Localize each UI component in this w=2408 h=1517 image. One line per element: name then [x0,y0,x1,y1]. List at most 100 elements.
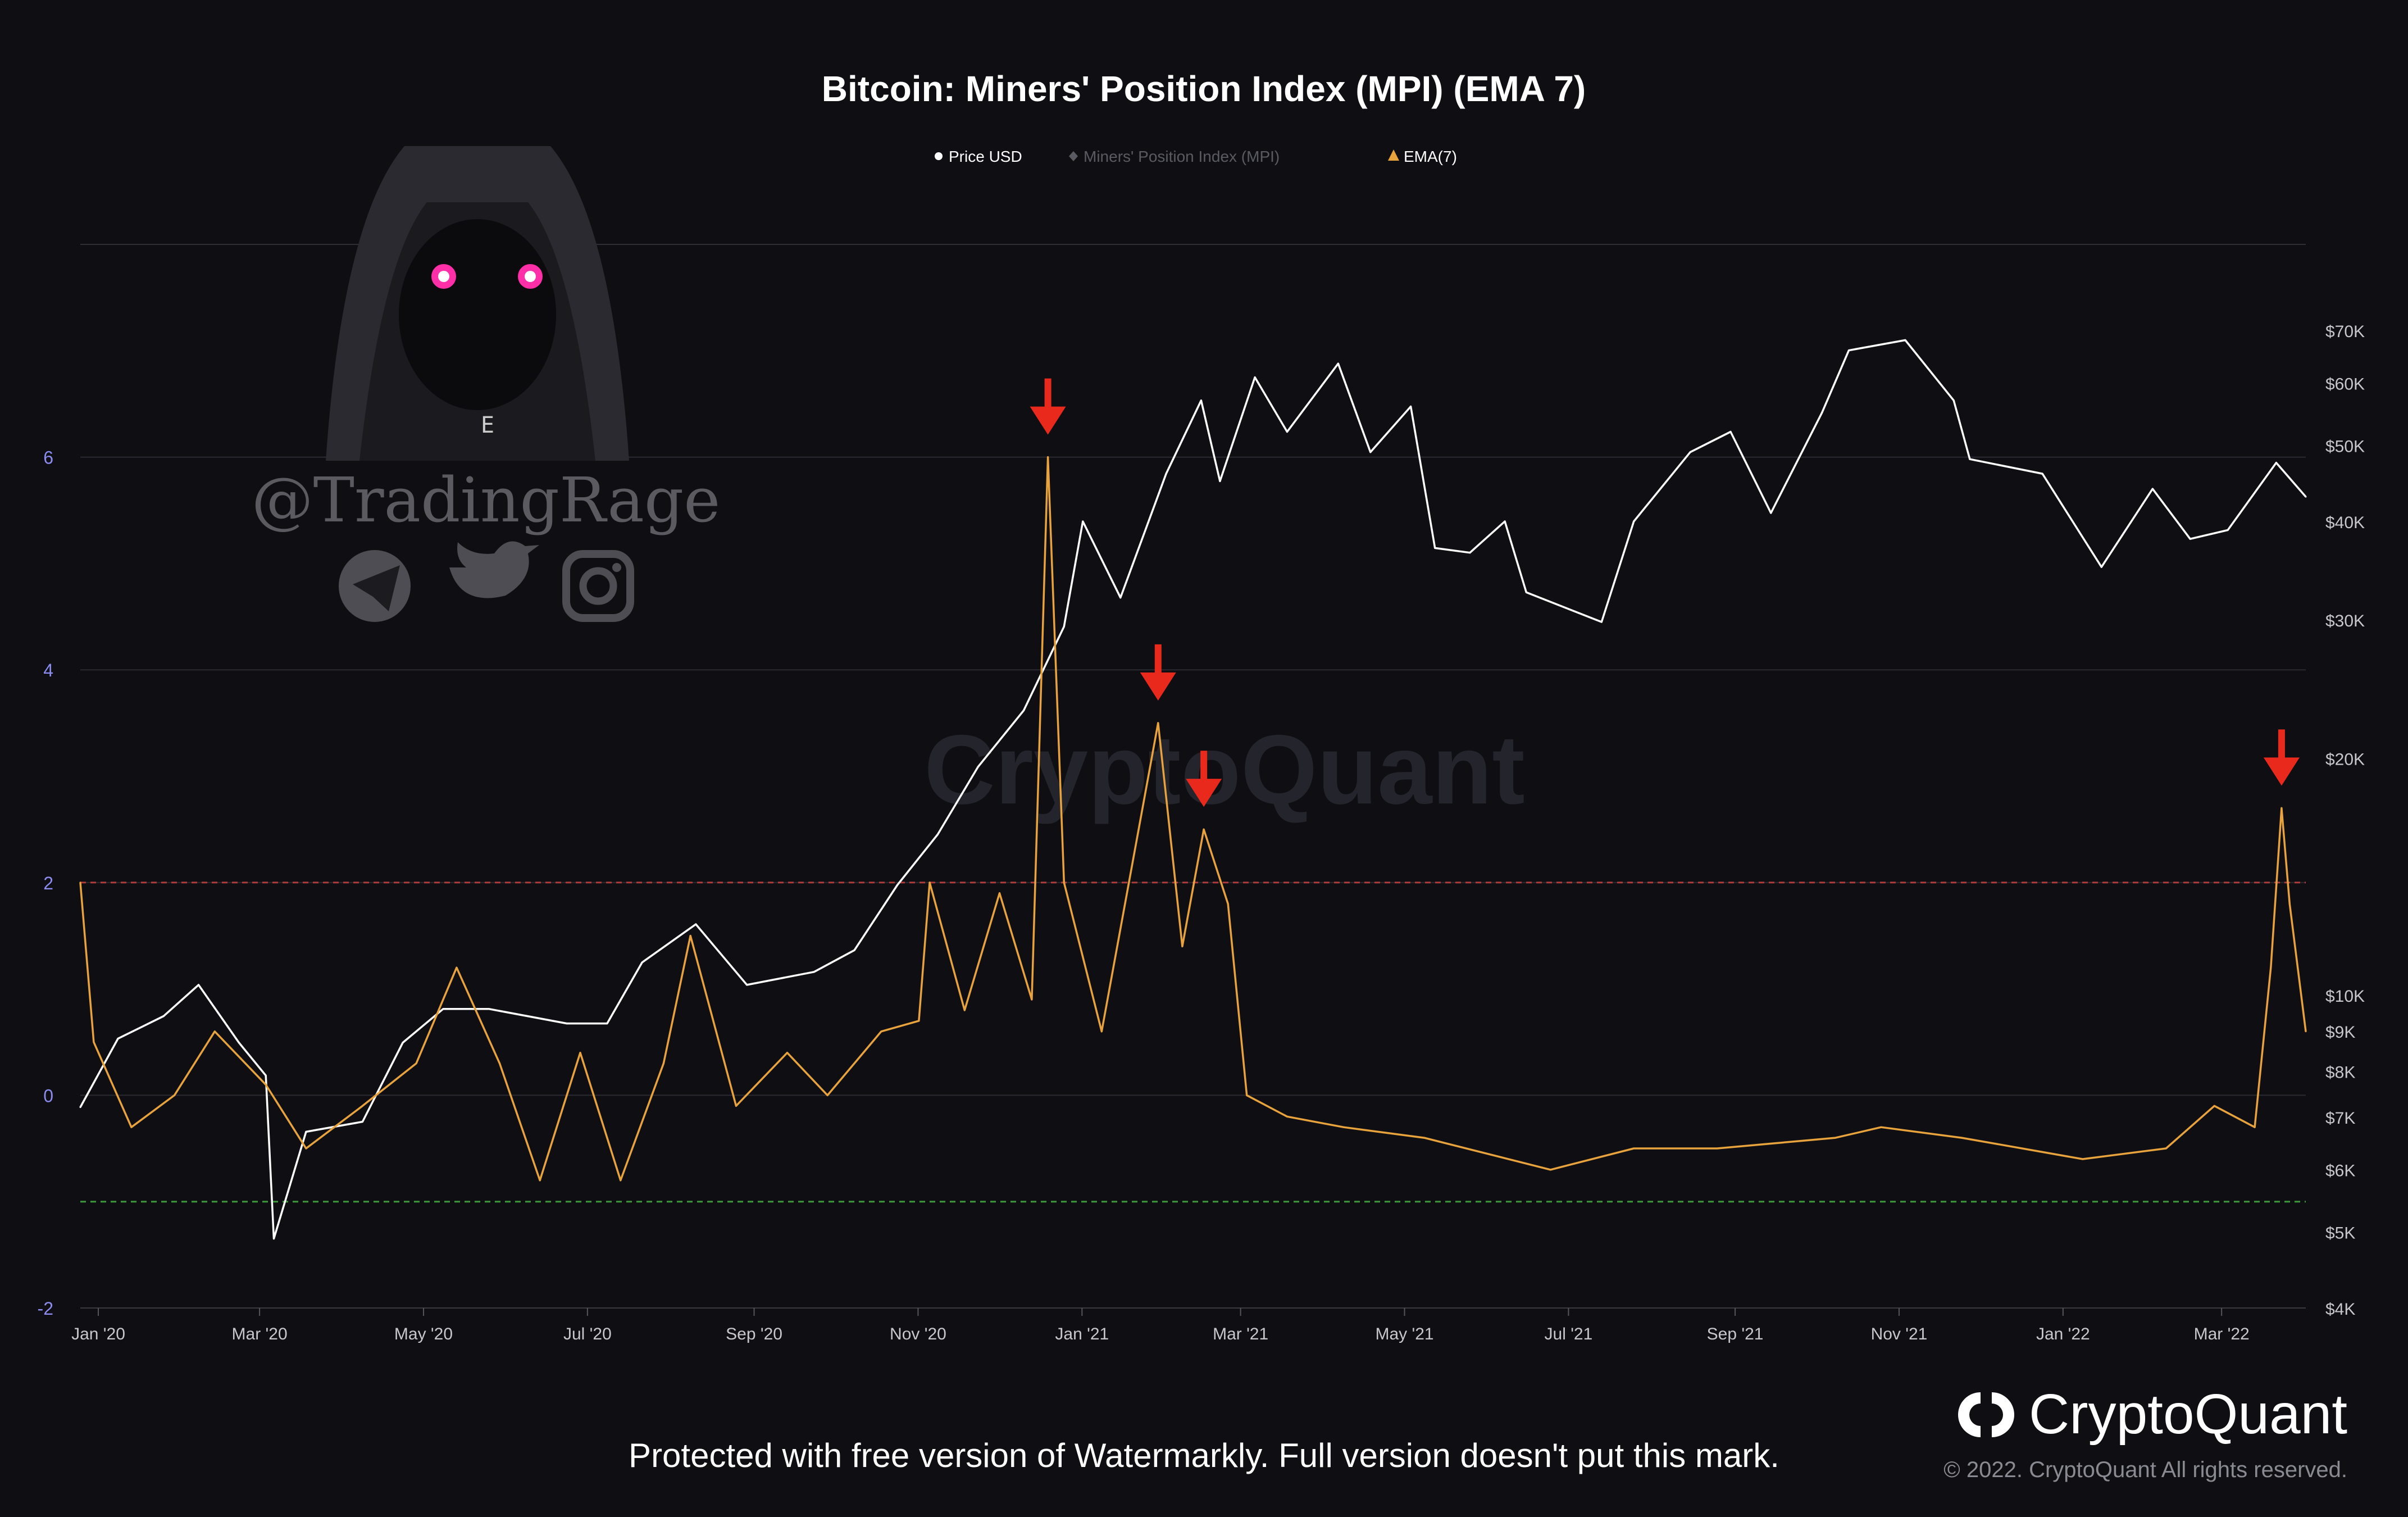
data-point [1219,480,1221,482]
data-point [1227,903,1229,905]
arrow-shaft [1044,378,1051,412]
annotations [1030,378,2300,807]
x-tick-label: May '20 [394,1325,453,1343]
legend-item[interactable]: Miners' Position Index (MPI) [1069,148,1280,165]
data-point [1063,882,1065,884]
x-tick-label: May '21 [1375,1325,1433,1343]
y-right-tick-label: $40K [2325,514,2365,532]
data-point [1203,828,1205,830]
arrow-head [1030,406,1066,435]
data-point [880,1030,882,1033]
data-point [1157,722,1159,724]
data-point [93,1041,95,1043]
y-right-tick-label: $8K [2325,1064,2355,1082]
data-point [361,1121,363,1123]
x-tick-label: Mar '20 [232,1325,288,1343]
arrow-shaft [2278,729,2285,764]
data-point [566,1023,568,1025]
data-point [442,1008,444,1010]
watermark-notice: Protected with free version of Watermark… [629,1437,1779,1474]
data-point [130,1126,133,1128]
data-point [1716,1147,1718,1150]
data-point [79,1106,81,1109]
legend-item[interactable]: EMA(7) [1388,148,1457,165]
data-point [1100,1030,1103,1033]
data-point [1952,399,1955,402]
data-point [2275,462,2277,464]
y-right-tick-label: $20K [2325,750,2365,769]
data-point [2151,488,2154,490]
data-point [1423,1137,1425,1139]
twitter-icon [449,541,539,598]
x-tick-label: Sep '21 [1707,1325,1764,1343]
data-point [746,984,748,986]
data-point [1047,456,1049,458]
data-point [1880,1126,1882,1128]
data-point [1410,406,1412,407]
data-point [999,892,1000,894]
data-point [896,884,899,886]
data-point [641,961,643,964]
data-point [1848,349,1850,352]
data-point [2082,1158,2084,1160]
data-point [826,1094,829,1096]
data-point [606,1023,608,1025]
y-axis-left: -2 0 2 4 6 [38,448,53,1319]
data-point [238,1042,240,1044]
data-point [1246,1094,1248,1096]
trader-handle: @TradingRage [252,464,721,536]
data-point [928,882,931,884]
chart-title: Bitcoin: Miners' Position Index (MPI) (E… [822,69,1586,109]
data-point [539,1179,541,1182]
chart-watermark: CryptoQuant [924,715,1524,825]
hooded-figure-logo: E [326,146,629,461]
data-point [1082,520,1084,523]
data-point [415,1062,417,1065]
y-right-tick-label: $4K [2325,1300,2355,1319]
data-point [1181,945,1183,947]
x-tick-label: Mar '21 [1213,1325,1268,1343]
x-tick-label: Jul '20 [563,1325,612,1343]
legend-label: EMA(7) [1404,148,1457,165]
arrow-shaft [1154,644,1162,678]
ema7-series [79,456,2307,1182]
data-point [488,1008,490,1010]
data-point [1023,710,1025,711]
brand-name: CryptoQuant [2029,1383,2347,1446]
data-point [1434,547,1436,549]
y-right-tick-label: $5K [2325,1224,2355,1242]
x-tick-label: Jul '21 [1545,1325,1593,1343]
data-point [305,1130,307,1133]
data-point [265,1074,267,1077]
data-point [2227,529,2229,531]
data-point [1961,1137,1963,1139]
data-point [1633,520,1635,523]
x-axis: Jan '20 Mar '20 May '20 Jul '20 Sep '20 Nov '… [71,1307,2306,1343]
data-point [813,971,815,973]
diamond-marker-icon [1069,151,1078,161]
x-tick-label: Nov '21 [1871,1325,1928,1343]
data-point [1689,451,1691,453]
y-right-tick-label: $60K [2325,375,2365,394]
data-point [117,1038,119,1040]
data-point [2305,496,2307,498]
data-point [273,1238,275,1240]
data-point [2280,807,2283,809]
copyright: © 2022. CryptoQuant All rights reserved. [1943,1457,2347,1482]
data-point [402,1042,404,1044]
data-point [1063,625,1065,628]
data-point [1904,339,1906,341]
data-point [2270,966,2272,969]
red-arrow-icon [2263,729,2300,786]
data-point [1031,998,1033,1001]
data-point [2041,473,2043,475]
data-point [2189,538,2191,540]
arrow-head [1186,779,1222,807]
x-tick-label: Jan '21 [1055,1325,1109,1343]
y-left-tick-label: 0 [43,1085,53,1106]
legend[interactable]: Price USD Miners' Position Index (MPI) EMA… [935,148,1457,165]
data-point [695,923,697,925]
legend-item[interactable]: Price USD [935,148,1022,165]
reference-lines [80,882,2306,1203]
data-point [1469,552,1471,554]
